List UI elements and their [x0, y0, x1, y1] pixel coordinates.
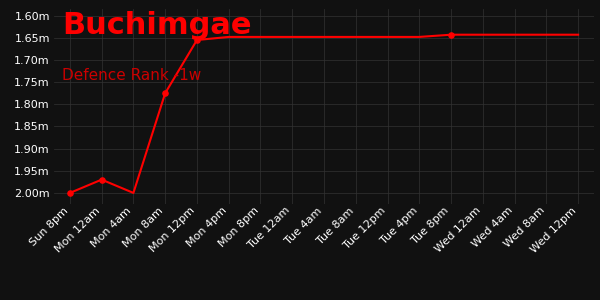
Text: Defence Rank -1w: Defence Rank -1w	[62, 68, 202, 82]
Point	[446, 32, 456, 37]
Text: Buchimgae: Buchimgae	[62, 11, 251, 40]
Point	[192, 38, 202, 42]
Point	[160, 91, 170, 96]
Point	[97, 177, 106, 182]
Point	[65, 190, 74, 195]
